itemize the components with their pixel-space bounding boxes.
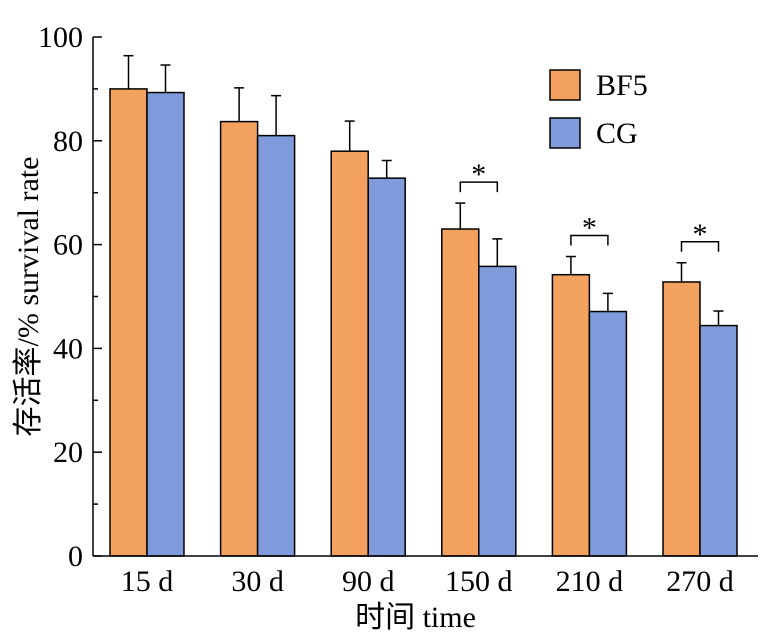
y-tick-label: 60 xyxy=(53,229,83,262)
significance-star: * xyxy=(582,212,597,245)
bar-bf5-210d xyxy=(551,273,591,557)
y-tick-label: 40 xyxy=(53,332,83,365)
legend-item-bf5: BF5 xyxy=(549,69,648,102)
legend: BF5 CG xyxy=(549,69,648,150)
bar-cg-90d xyxy=(367,177,406,557)
bar-cg-150d xyxy=(478,265,517,557)
significance-bracket: * xyxy=(570,212,609,246)
bar-bf5-150d xyxy=(441,228,480,557)
significance-star: * xyxy=(693,218,708,251)
bar-bf5-270d xyxy=(662,281,701,557)
bar-bf5-15d xyxy=(109,88,148,557)
bracket-line xyxy=(570,234,609,246)
significance-bracket: * xyxy=(680,218,720,252)
y-tick-label: 20 xyxy=(53,436,83,469)
significance-layer: * * * xyxy=(459,158,720,252)
bar-bf5-90d xyxy=(330,150,369,557)
x-tick-label: 90 d xyxy=(342,565,395,598)
legend-swatch-bf5 xyxy=(549,69,581,101)
x-tick-label: 270 d xyxy=(666,565,734,598)
legend-swatch-cg xyxy=(549,117,581,149)
legend-item-cg: CG xyxy=(549,117,638,150)
legend-label-bf5: BF5 xyxy=(596,69,648,102)
bracket-line xyxy=(680,241,720,252)
bar-bf5-30d xyxy=(219,120,259,557)
bar-cg-15d xyxy=(146,91,185,557)
x-tick-label: 30 d xyxy=(231,565,284,598)
bracket-line xyxy=(459,181,499,193)
y-tick-label: 0 xyxy=(68,540,83,573)
y-axis-title: 存活率/% survival rate xyxy=(12,157,45,437)
bar-cg-270d xyxy=(699,324,738,557)
axes-layer: 15 d 30 d 90 d 150 d 210 d 270 d 0 20 40 60 80 100 xyxy=(38,21,758,598)
y-tick-label: 80 xyxy=(53,125,83,158)
bar-cg-30d xyxy=(256,134,296,557)
error-bars-layer xyxy=(123,54,724,326)
legend-label-cg: CG xyxy=(596,117,638,150)
significance-bracket: * xyxy=(459,158,499,193)
x-tick-label: 210 d xyxy=(556,565,624,598)
x-tick-label: 150 d xyxy=(445,565,513,598)
y-tick-label: 100 xyxy=(38,21,83,54)
x-tick-label: 15 d xyxy=(121,565,174,598)
significance-star: * xyxy=(471,158,486,191)
bars-layer xyxy=(109,88,738,557)
x-axis-title: 时间 time xyxy=(355,601,476,634)
bar-cg-210d xyxy=(588,310,628,557)
